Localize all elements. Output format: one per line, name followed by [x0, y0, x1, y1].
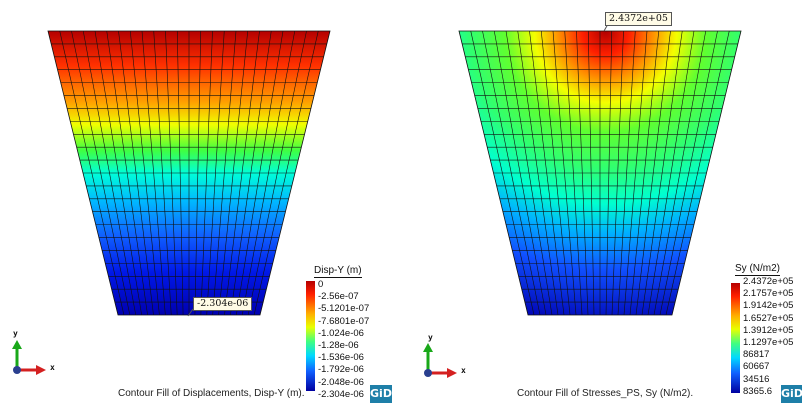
x-axis-arrowhead [36, 365, 46, 375]
legend-label: -5.1201e-07 [318, 303, 370, 315]
legend-label: 2.1757e+05 [743, 288, 794, 300]
legend-label: 0 [318, 279, 324, 290]
x-axis-arrowhead [447, 368, 457, 378]
mesh-grid [47, 30, 331, 316]
view-caption: Contour Fill of Displacements, Disp-Y (m… [118, 388, 305, 399]
color-legend-bar [306, 281, 315, 391]
legend-label: 8365.6 [743, 385, 773, 397]
legend-label: -1.792e-06 [318, 364, 364, 376]
legend-label: -1.28e-06 [318, 340, 359, 351]
stress-view: y x 2.4372e+05 Sy (N/m2) 2.4372e+05 2.175… [401, 0, 802, 405]
y-axis-label: y [428, 333, 433, 342]
displacement-view: y x -2.304e-06 Disp-Y (m) 0 -2.56e-07 -5.1… [12, 30, 392, 403]
max-value-callout: -2.304e-06 [193, 297, 253, 311]
legend-label: 1.9142e+05 [743, 300, 794, 312]
displacement-mesh-contour [12, 30, 331, 391]
axis-triad [423, 343, 457, 378]
z-axis-dot [424, 369, 432, 377]
color-legend-bar [731, 283, 740, 393]
legend-label: 1.6527e+05 [743, 312, 794, 324]
legend-label: 34516 [743, 373, 770, 385]
max-value-callout: 2.4372e+05 [605, 12, 672, 26]
axis-triad [12, 340, 46, 375]
legend-label: -2.048e-06 [318, 376, 364, 388]
legend-label: -7.6801e-07 [318, 315, 370, 327]
z-axis-dot [13, 366, 21, 374]
legend-label: 60667 [743, 361, 770, 373]
stress-mesh-contour [423, 23, 742, 393]
callout-pointer [187, 308, 194, 317]
y-axis-arrowhead [12, 340, 22, 349]
legend-title: Sy (N/m2) [735, 263, 780, 276]
mesh-grid [458, 30, 742, 316]
legend-label: 1.3912e+05 [743, 324, 794, 336]
y-axis-arrowhead [423, 343, 433, 352]
legend-title: Disp-Y (m) [314, 265, 362, 278]
legend-label: 1.1297e+05 [743, 337, 794, 348]
legend-label: -2.56e-07 [318, 291, 359, 303]
y-axis-label: y [13, 329, 18, 338]
legend-label: -1.536e-06 [318, 352, 364, 364]
gid-logo: GiD [370, 385, 392, 403]
legend-label: -1.024e-06 [318, 327, 364, 339]
x-axis-label: x [50, 363, 55, 372]
view-caption: Contour Fill of Stresses_PS, Sy (N/m2). [517, 388, 694, 399]
legend-label: 2.4372e+05 [743, 276, 794, 287]
x-axis-label: x [461, 366, 466, 375]
legend-label: -2.304e-06 [318, 388, 364, 400]
legend-label: 86817 [743, 349, 770, 361]
gid-logo: GiD [781, 385, 802, 403]
